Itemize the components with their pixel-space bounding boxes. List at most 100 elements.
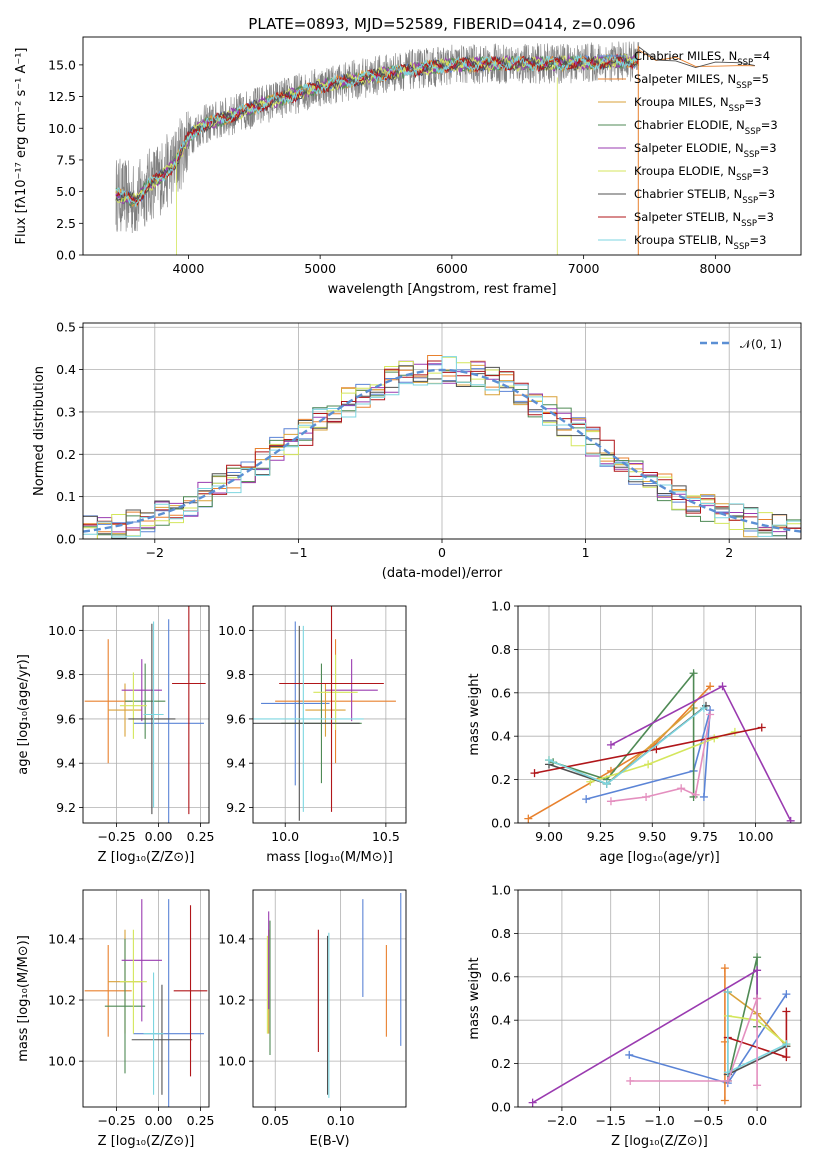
panel-age-vs-Z: −0.25 0.00 0.25 9.2 9.4 9.6 9.8 10.0 Z [log₁₀(Z/… xyxy=(16,605,215,865)
y-tick-label: 10.0 xyxy=(218,623,246,638)
x-tick-label: 1 xyxy=(582,545,590,560)
axes-frame xyxy=(82,605,210,824)
x-tick-label: 9.50 xyxy=(638,829,666,844)
weight-marker xyxy=(642,792,651,801)
weight-marker xyxy=(706,710,715,719)
x-tick-label: 2 xyxy=(725,545,733,560)
y-tick-label: 0.5 xyxy=(56,320,76,335)
y-tick-label: 10.2 xyxy=(218,993,246,1008)
legend-count: =3 xyxy=(760,141,777,155)
y-tick-label: 9.8 xyxy=(56,667,76,682)
weight-marker xyxy=(718,682,727,691)
weight-marker xyxy=(606,740,615,749)
weight-marker xyxy=(652,745,661,754)
y-tick-label: 15.0 xyxy=(48,57,76,72)
x-tick-label: −2 xyxy=(146,545,164,560)
x-tick-label: 4000 xyxy=(172,261,204,276)
weight-series-10 xyxy=(630,998,758,1086)
weight-marker xyxy=(626,1076,635,1085)
x-axis-label: age [log₁₀(age/yr)] xyxy=(599,850,720,865)
weight-marker xyxy=(782,1040,791,1049)
y-tick-label: 10.0 xyxy=(48,623,76,638)
x-tick-label: −0.25 xyxy=(97,829,135,844)
weight-marker xyxy=(691,790,700,799)
legend-subscript: SSP xyxy=(742,196,758,206)
panel-weight-vs-Z: −2.0 −1.5 −1.0 −0.5 0.0 0.0 0.2 0.4 0.6 0.8 1.0 Z [… xyxy=(467,883,802,1149)
legend-label-7: Chabrier STELIB, NSSP=3 xyxy=(634,187,775,206)
panel-age-vs-mass: 10.0 10.5 9.2 9.4 9.6 9.8 10.0 mass [log₁₀(M/M⊙… xyxy=(218,605,407,865)
weight-marker xyxy=(753,994,762,1003)
plot-area-weight-vs-Z xyxy=(528,953,791,1107)
weight-series-5 xyxy=(532,968,758,1104)
y-tick-label: 0.3 xyxy=(56,404,76,419)
x-tick-label: 0.25 xyxy=(187,829,215,844)
y-tick-label: 0.1 xyxy=(56,489,76,504)
y-axis-label: mass weight xyxy=(467,957,482,1039)
y-axis-label: mass [log₁₀(M/M⊙)] xyxy=(16,935,31,1062)
y-axis-label: Flux [fλ10⁻¹⁷ erg cm⁻² s⁻¹ A⁻¹] xyxy=(14,48,29,245)
panel-mass-vs-Z: −0.25 0.00 0.25 10.0 10.2 10.4 Z [log₁₀(Z/Z⊙)]… xyxy=(16,889,215,1149)
weight-marker xyxy=(706,682,715,691)
weight-marker xyxy=(530,769,539,778)
y-tick-label: 1.0 xyxy=(491,883,511,898)
x-tick-label: 0.05 xyxy=(261,1113,289,1128)
y-tick-label: 9.2 xyxy=(226,800,246,815)
panel-weight-vs-age: 9.00 9.25 9.50 9.75 10.00 0.0 0.2 0.4 0.6 0.8 1.0 a… xyxy=(467,599,802,865)
plot-area-age-vs-Z xyxy=(84,606,206,823)
y-tick-label: 0.8 xyxy=(491,642,511,657)
plot-area-age-vs-mass xyxy=(253,606,396,821)
y-tick-label: 0.2 xyxy=(491,1056,511,1071)
y-tick-label: 9.4 xyxy=(226,756,246,771)
weight-marker xyxy=(602,779,611,788)
legend-subscript: SSP xyxy=(744,150,760,160)
y-tick-label: 0.0 xyxy=(491,1100,511,1115)
weight-series-1 xyxy=(628,993,788,1085)
x-tick-label: 0.10 xyxy=(327,1113,355,1128)
axes-frame xyxy=(252,605,407,824)
legend-label-9: Kroupa STELIB, NSSP=3 xyxy=(634,233,766,252)
legend-subscript: SSP xyxy=(737,58,753,68)
y-tick-label: 0.2 xyxy=(491,772,511,787)
y-tick-label: 10.4 xyxy=(218,931,246,946)
y-tick-label: 12.5 xyxy=(48,89,76,104)
legend-count: =3 xyxy=(749,233,766,247)
x-tick-label: 9.00 xyxy=(535,829,563,844)
y-tick-label: 10.0 xyxy=(48,1054,76,1069)
legend-label-2: Salpeter MILES, NSSP=5 xyxy=(634,72,769,91)
x-tick-label: 0.00 xyxy=(145,1113,173,1128)
plot-area-spectrum xyxy=(115,41,755,255)
x-tick-label: 8000 xyxy=(699,261,731,276)
y-tick-label: 0.0 xyxy=(56,532,76,547)
y-tick-label: 9.4 xyxy=(56,756,76,771)
weight-marker xyxy=(786,816,795,823)
x-tick-label: 9.75 xyxy=(690,829,718,844)
y-tick-label: 2.5 xyxy=(56,216,76,231)
weight-series-4 xyxy=(552,671,695,797)
legend-count: =3 xyxy=(758,187,775,201)
y-tick-label: 0.6 xyxy=(491,969,511,984)
legend-label-normal: 𝒩(0, 1) xyxy=(740,337,782,351)
weight-series-1 xyxy=(585,709,711,800)
y-tick-label: 0.0 xyxy=(491,816,511,831)
model-spectrum-8 xyxy=(115,53,639,206)
x-tick-label: −2.0 xyxy=(547,1113,577,1128)
weight-marker xyxy=(625,1050,634,1059)
x-axis-label: Z [log₁₀(Z/Z⊙)] xyxy=(611,1134,708,1149)
weight-marker xyxy=(723,1076,732,1085)
y-tick-label: 9.6 xyxy=(226,711,246,726)
legend-subscript: SSP xyxy=(736,173,752,183)
y-axis-label: mass weight xyxy=(467,673,482,755)
axes-frame xyxy=(82,36,802,256)
x-tick-label: 10.0 xyxy=(271,829,299,844)
legend-count: =3 xyxy=(752,164,769,178)
weight-marker xyxy=(544,756,553,765)
legend-subscript: SSP xyxy=(741,219,757,229)
legend-subscript: SSP xyxy=(736,81,752,91)
weight-series-2 xyxy=(527,685,711,820)
legend-subscript: SSP xyxy=(734,242,750,252)
model-spectrum-7 xyxy=(115,46,755,202)
y-tick-label: 0.4 xyxy=(491,729,511,744)
weight-marker xyxy=(753,966,762,975)
legend-label-4: Chabrier ELODIE, NSSP=3 xyxy=(634,118,778,137)
x-axis-label: wavelength [Angstrom, rest frame] xyxy=(328,282,557,297)
